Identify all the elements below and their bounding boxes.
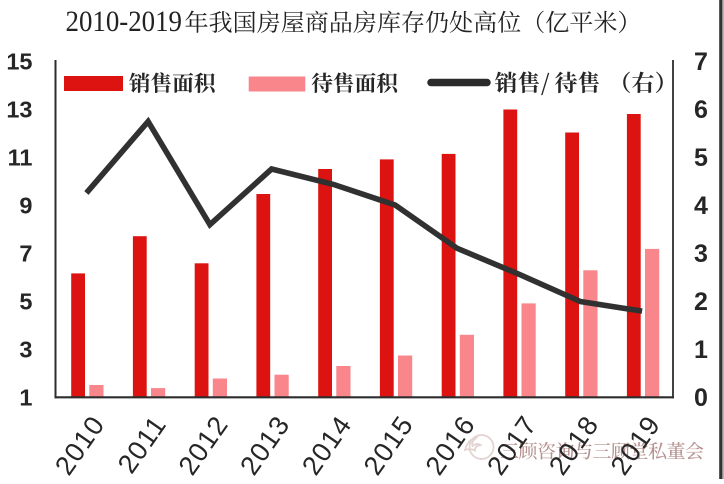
svg-text:9: 9 xyxy=(19,192,32,218)
svg-text:11: 11 xyxy=(8,144,33,170)
svg-text:15: 15 xyxy=(6,48,32,74)
svg-text:4: 4 xyxy=(694,192,708,220)
svg-text:2010-2019: 2010-2019 xyxy=(66,6,183,38)
svg-text:1: 1 xyxy=(694,336,708,364)
svg-text:7: 7 xyxy=(694,48,708,76)
svg-text:13: 13 xyxy=(6,96,32,122)
svg-text:0: 0 xyxy=(694,384,708,412)
svg-text:2: 2 xyxy=(694,288,708,316)
svg-text:5: 5 xyxy=(694,144,708,172)
svg-text:1: 1 xyxy=(19,384,32,410)
svg-text:5: 5 xyxy=(19,288,32,314)
svg-text:7: 7 xyxy=(19,240,32,266)
svg-text:3: 3 xyxy=(694,240,708,268)
svg-text:6: 6 xyxy=(694,96,708,124)
svg-text:3: 3 xyxy=(19,336,32,362)
